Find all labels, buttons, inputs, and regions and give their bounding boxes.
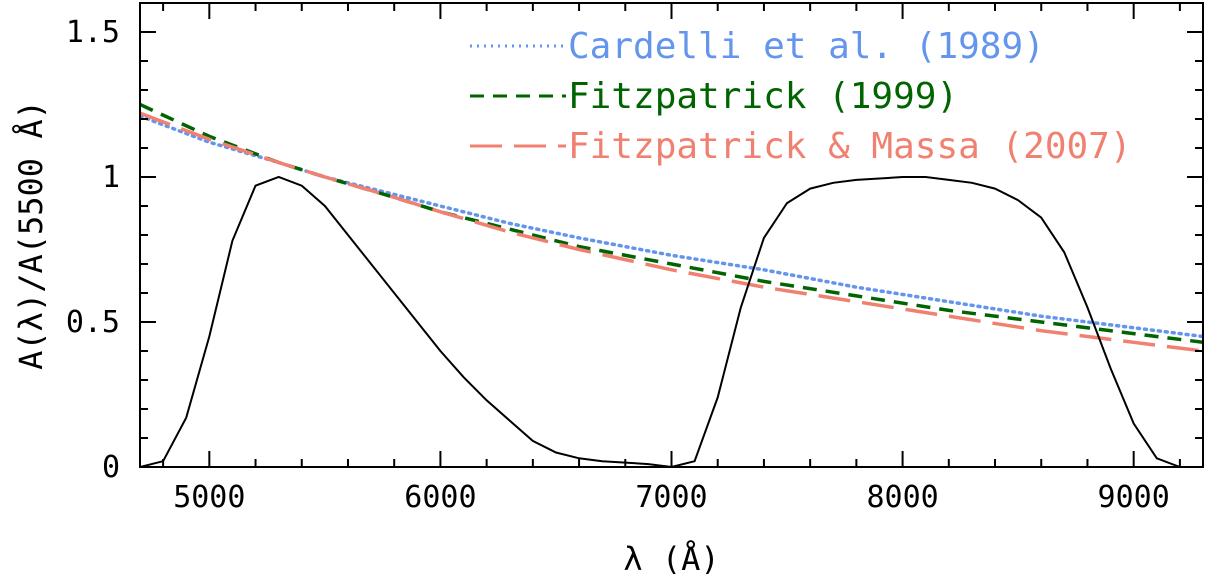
x-tick-label: 6000 (404, 480, 476, 515)
legend-label: Cardelli et al. (1989) (568, 26, 1045, 67)
x-tick-label: 7000 (635, 480, 707, 515)
y-axis-title: A(λ)/A(5500 Å) (12, 100, 50, 370)
series-line-5 (671, 176, 1181, 467)
y-tick-label: 1 (102, 160, 120, 195)
y-tick-label: 0.5 (66, 305, 120, 340)
legend-label: Fitzpatrick & Massa (2007) (568, 126, 1132, 167)
x-tick-label: 5000 (173, 480, 245, 515)
series-layer (140, 102, 1203, 467)
x-axis-title: λ (Å) (623, 540, 719, 578)
plot-frame (139, 2, 1204, 468)
x-tick-label: 8000 (866, 480, 938, 515)
series-line-4 (140, 175, 672, 467)
legend-label: Fitzpatrick (1999) (568, 76, 958, 117)
y-tick-label: 1.5 (66, 15, 120, 50)
ticks-layer: 5000 6000 7000 8000 9000 0 0.5 1 1.5 (66, 2, 1203, 515)
x-tick-label: 9000 (1098, 480, 1170, 515)
series-line-3 (140, 111, 1203, 353)
legend: Cardelli et al. (1989) Fitzpatrick (1999)… (470, 26, 1132, 167)
y-tick-label: 0 (102, 450, 120, 485)
